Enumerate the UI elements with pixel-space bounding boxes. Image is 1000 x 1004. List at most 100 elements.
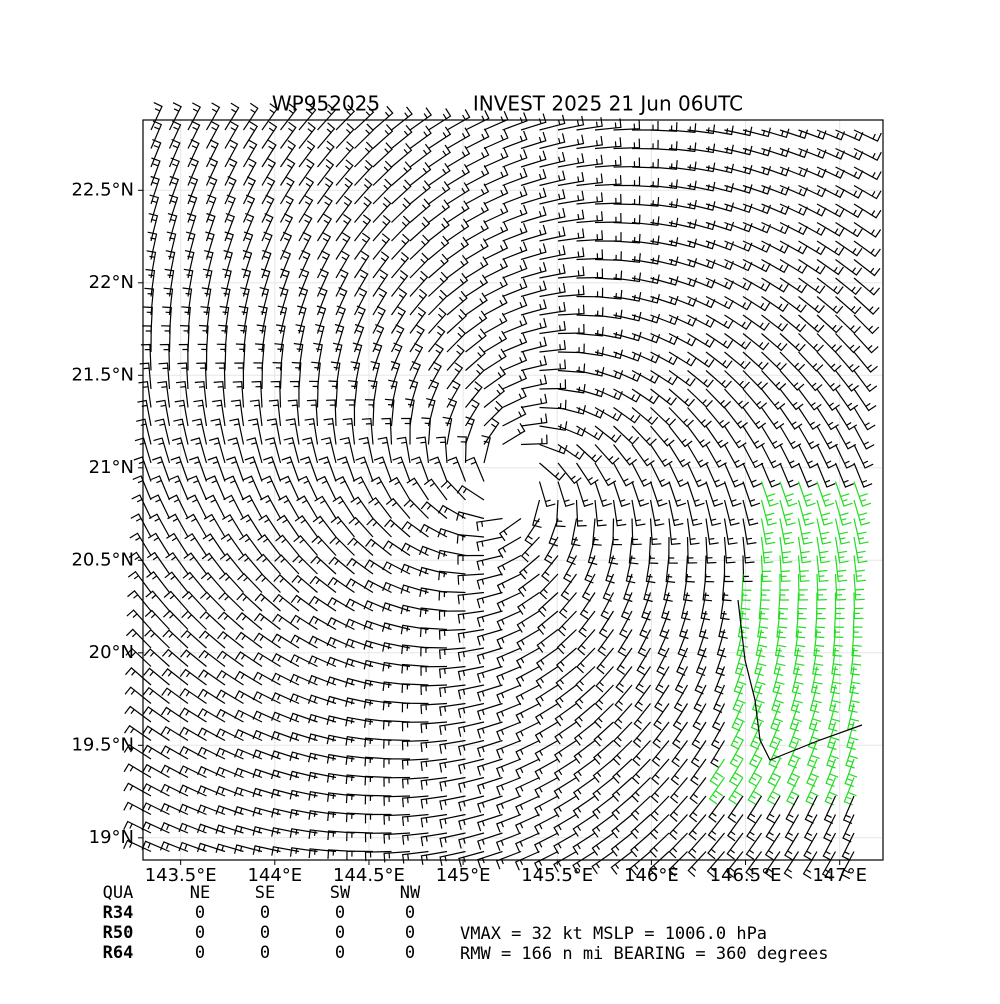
wind-barb xyxy=(558,592,577,619)
table-header: QUA xyxy=(103,883,134,903)
wind-barb xyxy=(613,721,633,748)
wind-barb xyxy=(835,259,863,276)
wind-barb xyxy=(806,758,820,787)
wind-barb xyxy=(335,214,352,242)
wind-barb xyxy=(496,721,522,741)
wind-barb xyxy=(803,814,818,843)
wind-barb xyxy=(252,845,281,855)
wind-barb xyxy=(391,251,410,279)
wind-barb xyxy=(520,243,547,261)
wind-barb xyxy=(438,628,466,640)
wind-barb xyxy=(234,670,263,686)
table-cell: 0 xyxy=(335,943,345,963)
wind-barb xyxy=(496,628,522,649)
wind-barb xyxy=(215,362,226,390)
wind-barb xyxy=(787,740,801,769)
wind-barb xyxy=(853,444,874,469)
wind-barb xyxy=(457,554,485,565)
wind-barb xyxy=(797,555,810,583)
wind-barb xyxy=(764,832,781,861)
wind-barb xyxy=(199,591,226,612)
wind-barb xyxy=(458,758,485,775)
wind-barb xyxy=(679,610,689,640)
wind-barb xyxy=(535,647,559,671)
wind-barb xyxy=(496,776,522,796)
wind-barb xyxy=(613,407,641,424)
wind-barb xyxy=(127,590,152,612)
wind-barb xyxy=(255,573,281,593)
wind-barb xyxy=(594,156,622,168)
wind-barb xyxy=(840,851,855,880)
wind-barb xyxy=(345,697,374,707)
wind-barb xyxy=(520,536,540,563)
wind-barb xyxy=(539,379,567,390)
wind-barb xyxy=(779,351,806,372)
wind-barb xyxy=(352,342,363,371)
wind-barb xyxy=(725,851,744,878)
wind-barb xyxy=(346,850,374,861)
wind-barb xyxy=(354,105,375,131)
wind-barb xyxy=(687,407,712,428)
wind-barb xyxy=(381,622,411,632)
wind-barb xyxy=(429,456,448,482)
wind-barb xyxy=(350,496,374,519)
wind-barb xyxy=(457,610,485,624)
wind-barb xyxy=(271,633,300,649)
wind-barb xyxy=(326,399,337,427)
wind-barb xyxy=(388,476,411,501)
wind-barb xyxy=(784,832,800,861)
wind-barb xyxy=(532,499,542,528)
wind-barb xyxy=(705,258,734,271)
wind-barb xyxy=(428,343,444,371)
x-tick-label: 146.5°E xyxy=(710,865,782,886)
wind-barb xyxy=(274,343,284,371)
wind-barb xyxy=(742,370,769,390)
wind-barb xyxy=(326,753,355,764)
wind-barb xyxy=(539,133,566,150)
wind-barb xyxy=(623,573,633,603)
wind-barb xyxy=(242,139,258,168)
wind-barb xyxy=(795,610,807,639)
wind-barb xyxy=(458,832,485,849)
wind-barb xyxy=(465,381,483,408)
wind-barb xyxy=(332,495,356,519)
wind-barb xyxy=(241,494,263,519)
wind-barb xyxy=(465,220,489,242)
wind-barb xyxy=(705,444,727,468)
wind-barb xyxy=(668,425,693,448)
wind-barb xyxy=(280,121,297,149)
wind-barb xyxy=(668,314,697,327)
wind-barb xyxy=(212,399,226,427)
wind-barb xyxy=(630,814,651,840)
wind-barb xyxy=(557,115,585,131)
wind-barb xyxy=(766,777,781,806)
wind-barb xyxy=(297,305,307,334)
wind-barb xyxy=(391,288,408,316)
wind-barb xyxy=(220,287,231,316)
wind-barb xyxy=(611,795,633,821)
wind-barb xyxy=(690,740,707,768)
wind-barb xyxy=(285,418,300,445)
wind-barb xyxy=(383,758,411,768)
wind-barb xyxy=(591,832,614,856)
wind-barb xyxy=(616,647,633,675)
wind-barb xyxy=(439,684,466,698)
wind-barb xyxy=(240,287,250,316)
wind-barb xyxy=(797,536,812,564)
wind-barb xyxy=(446,344,465,371)
wind-barb xyxy=(705,425,729,449)
wind-barb xyxy=(328,556,355,575)
wind-barb xyxy=(760,481,779,507)
wind-barb xyxy=(408,379,419,408)
wind-barb xyxy=(668,851,688,877)
wind-barb xyxy=(760,555,772,583)
wind-barb xyxy=(308,810,337,820)
wind-barb xyxy=(496,591,522,612)
wind-barb xyxy=(613,119,641,131)
wind-barb xyxy=(668,407,694,428)
wind-barb xyxy=(649,832,670,858)
wind-barb xyxy=(816,388,840,411)
wind-barb xyxy=(742,499,759,526)
wind-barb xyxy=(385,497,411,519)
wind-barb xyxy=(853,462,873,488)
